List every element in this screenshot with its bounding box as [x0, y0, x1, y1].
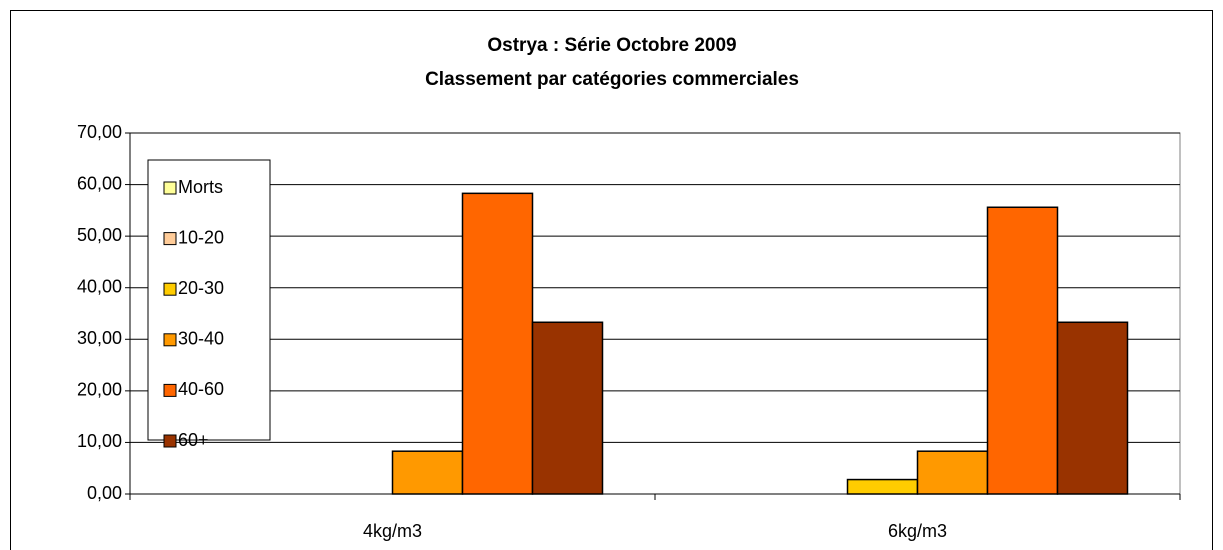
chart-frame [10, 10, 1213, 550]
bar [916, 450, 989, 495]
legend-swatch [163, 181, 177, 195]
bar [846, 478, 919, 495]
legend-label: 20-30 [178, 278, 224, 298]
y-tick-label: 40,00 [77, 276, 122, 296]
y-tick-label: 10,00 [77, 431, 122, 451]
bar [531, 321, 604, 495]
y-tick-label: 70,00 [77, 122, 122, 142]
legend-label: 40-60 [178, 379, 224, 399]
bar [461, 192, 534, 495]
legend-swatch [163, 434, 177, 448]
legend-label: Morts [178, 177, 223, 197]
bar [986, 206, 1059, 495]
x-tick-label: 6kg/m3 [888, 521, 947, 541]
bar [1056, 321, 1129, 495]
legend-swatch [163, 232, 177, 246]
chart-subtitle: Classement par catégories commerciales [425, 69, 799, 90]
y-tick-label: 0,00 [87, 483, 122, 503]
legend-swatch [163, 282, 177, 296]
legend-label: 60+ [178, 430, 209, 450]
chart-title: Ostrya : Série Octobre 2009 [487, 35, 736, 56]
y-tick-label: 60,00 [77, 173, 122, 193]
legend-label: 10-20 [178, 227, 224, 247]
y-tick-label: 20,00 [77, 380, 122, 400]
y-tick-label: 50,00 [77, 225, 122, 245]
y-tick-label: 30,00 [77, 328, 122, 348]
bar [391, 450, 464, 495]
x-tick-label: 4kg/m3 [363, 521, 422, 541]
legend-label: 30-40 [178, 329, 224, 349]
legend-swatch [163, 333, 177, 347]
legend-swatch [163, 383, 177, 397]
